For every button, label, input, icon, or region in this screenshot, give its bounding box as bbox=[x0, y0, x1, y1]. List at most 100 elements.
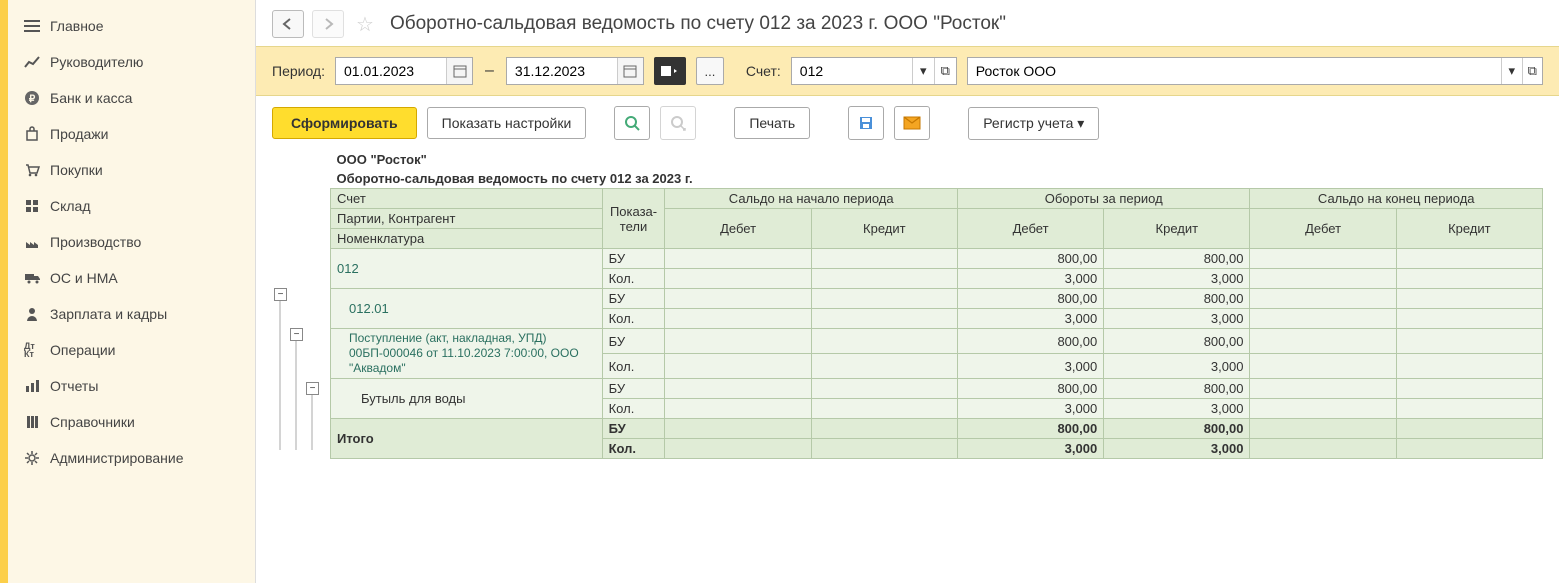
person-icon bbox=[24, 306, 50, 322]
sidebar-item-label: Производство bbox=[50, 234, 141, 250]
cell: 800,00 bbox=[957, 249, 1103, 269]
sidebar-item-admin[interactable]: Администрирование bbox=[8, 440, 255, 476]
print-button[interactable]: Печать bbox=[734, 107, 810, 139]
trend-icon bbox=[24, 55, 50, 69]
ind-qty: Кол. bbox=[602, 309, 665, 329]
open-icon[interactable]: ⧉ bbox=[1522, 58, 1542, 84]
sidebar-item-label: Главное bbox=[50, 18, 104, 34]
sidebar-item-label: Администрирование bbox=[50, 450, 184, 466]
period-label: Период: bbox=[272, 63, 325, 79]
toolbar: Сформировать Показать настройки Печать Р… bbox=[256, 96, 1559, 150]
account-field[interactable] bbox=[792, 58, 912, 84]
hdr-credit: Кредит bbox=[811, 209, 957, 249]
gear-icon bbox=[24, 450, 50, 466]
hdr-debit: Дебет bbox=[665, 209, 811, 249]
sidebar-item-label: Продажи bbox=[50, 126, 108, 142]
show-settings-button[interactable]: Показать настройки bbox=[427, 107, 587, 139]
save-button[interactable] bbox=[848, 106, 884, 140]
date-to-field[interactable] bbox=[507, 58, 617, 84]
sidebar-item-bank[interactable]: ₽Банк и касса bbox=[8, 80, 255, 116]
report-area: − − − ООО "Росток" Оборотно-сальдовая ве… bbox=[256, 150, 1559, 475]
email-button[interactable] bbox=[894, 106, 930, 140]
sidebar-item-warehouse[interactable]: Склад bbox=[8, 188, 255, 224]
sidebar-item-hr[interactable]: Зарплата и кадры bbox=[8, 296, 255, 332]
back-button[interactable] bbox=[272, 10, 304, 38]
dtkt-icon: ДтКт bbox=[24, 342, 50, 358]
company-name: ООО "Росток" bbox=[331, 150, 1543, 169]
register-button[interactable]: Регистр учета ▾ bbox=[968, 107, 1099, 140]
hdr-saldo-start: Сальдо на начало периода bbox=[665, 189, 958, 209]
ind-qty: Кол. bbox=[602, 269, 665, 289]
calendar-icon[interactable] bbox=[617, 58, 643, 84]
main-area: ☆ Оборотно-сальдовая ведомость по счету … bbox=[256, 0, 1559, 583]
sidebar-item-label: Операции bbox=[50, 342, 116, 358]
ind-qty: Кол. bbox=[602, 439, 665, 459]
row-label[interactable]: 012 bbox=[331, 249, 603, 289]
cell: 800,00 bbox=[957, 329, 1103, 354]
hdr-debit: Дебет bbox=[957, 209, 1103, 249]
menu-icon bbox=[24, 19, 50, 33]
cell: 3,000 bbox=[1104, 269, 1250, 289]
ind-bu: БУ bbox=[602, 249, 665, 269]
cell: 800,00 bbox=[957, 289, 1103, 309]
sidebar-item-sales[interactable]: Продажи bbox=[8, 116, 255, 152]
favorite-icon[interactable]: ☆ bbox=[352, 12, 378, 37]
ind-bu: БУ bbox=[602, 289, 665, 309]
chart-icon bbox=[24, 378, 50, 394]
cell: 3,000 bbox=[957, 309, 1103, 329]
forward-button[interactable] bbox=[312, 10, 344, 38]
sidebar-item-production[interactable]: Производство bbox=[8, 224, 255, 260]
row-label[interactable]: Поступление (акт, накладная, УПД) 00БП-0… bbox=[331, 329, 603, 379]
sidebar-item-label: Справочники bbox=[50, 414, 135, 430]
org-combo[interactable]: ▾⧉ bbox=[967, 57, 1543, 85]
search-button[interactable] bbox=[614, 106, 650, 140]
org-field[interactable] bbox=[968, 58, 1501, 84]
chevron-down-icon[interactable]: ▾ bbox=[912, 58, 934, 84]
account-combo[interactable]: ▾⧉ bbox=[791, 57, 957, 85]
row-label[interactable]: 012.01 bbox=[331, 289, 603, 329]
sidebar-item-label: Склад bbox=[50, 198, 91, 214]
calendar-icon[interactable] bbox=[446, 58, 472, 84]
sidebar-item-reports[interactable]: Отчеты bbox=[8, 368, 255, 404]
cell: 800,00 bbox=[1104, 419, 1250, 439]
svg-text:₽: ₽ bbox=[29, 94, 36, 105]
sidebar-item-operations[interactable]: ДтКтОперации bbox=[8, 332, 255, 368]
hdr-debit: Дебет bbox=[1250, 209, 1396, 249]
sidebar-item-label: ОС и НМА bbox=[50, 270, 118, 286]
cell: 3,000 bbox=[957, 354, 1103, 379]
date-from-input[interactable] bbox=[335, 57, 473, 85]
date-from-field[interactable] bbox=[336, 58, 446, 84]
hdr-credit: Кредит bbox=[1396, 209, 1542, 249]
tree-gutter: − − − bbox=[272, 150, 330, 459]
truck-icon bbox=[24, 271, 50, 285]
row-label[interactable]: Бутыль для воды bbox=[331, 379, 603, 419]
report-table: ООО "Росток" Оборотно-сальдовая ведомост… bbox=[330, 150, 1543, 459]
hdr-indicators: Показа- тели bbox=[602, 189, 665, 249]
sidebar-item-manager[interactable]: Руководителю bbox=[8, 44, 255, 80]
expand-button[interactable] bbox=[660, 106, 696, 140]
tree-toggle[interactable]: − bbox=[306, 382, 319, 395]
sidebar-item-label: Покупки bbox=[50, 162, 103, 178]
sidebar-item-directories[interactable]: Справочники bbox=[8, 404, 255, 440]
chevron-down-icon[interactable]: ▾ bbox=[1501, 58, 1521, 84]
hdr-account: Счет bbox=[331, 189, 603, 209]
cell: 800,00 bbox=[1104, 379, 1250, 399]
tree-toggle[interactable]: − bbox=[274, 288, 287, 301]
hdr-nomenclature: Номенклатура bbox=[331, 229, 603, 249]
hdr-saldo-end: Сальдо на конец периода bbox=[1250, 189, 1543, 209]
account-label: Счет: bbox=[746, 63, 781, 79]
date-to-input[interactable] bbox=[506, 57, 644, 85]
generate-button[interactable]: Сформировать bbox=[272, 107, 417, 139]
hdr-credit: Кредит bbox=[1104, 209, 1250, 249]
period-preset-button[interactable] bbox=[654, 57, 686, 85]
sidebar-item-main[interactable]: Главное bbox=[8, 8, 255, 44]
period-more-button[interactable]: ... bbox=[696, 57, 724, 85]
sidebar-item-purchases[interactable]: Покупки bbox=[8, 152, 255, 188]
open-icon[interactable]: ⧉ bbox=[934, 58, 956, 84]
ruble-icon: ₽ bbox=[24, 90, 50, 106]
tree-toggle[interactable]: − bbox=[290, 328, 303, 341]
cell: 3,000 bbox=[957, 399, 1103, 419]
accent-strip bbox=[0, 0, 8, 583]
chevron-down-icon: ▾ bbox=[1077, 115, 1084, 131]
sidebar-item-assets[interactable]: ОС и НМА bbox=[8, 260, 255, 296]
